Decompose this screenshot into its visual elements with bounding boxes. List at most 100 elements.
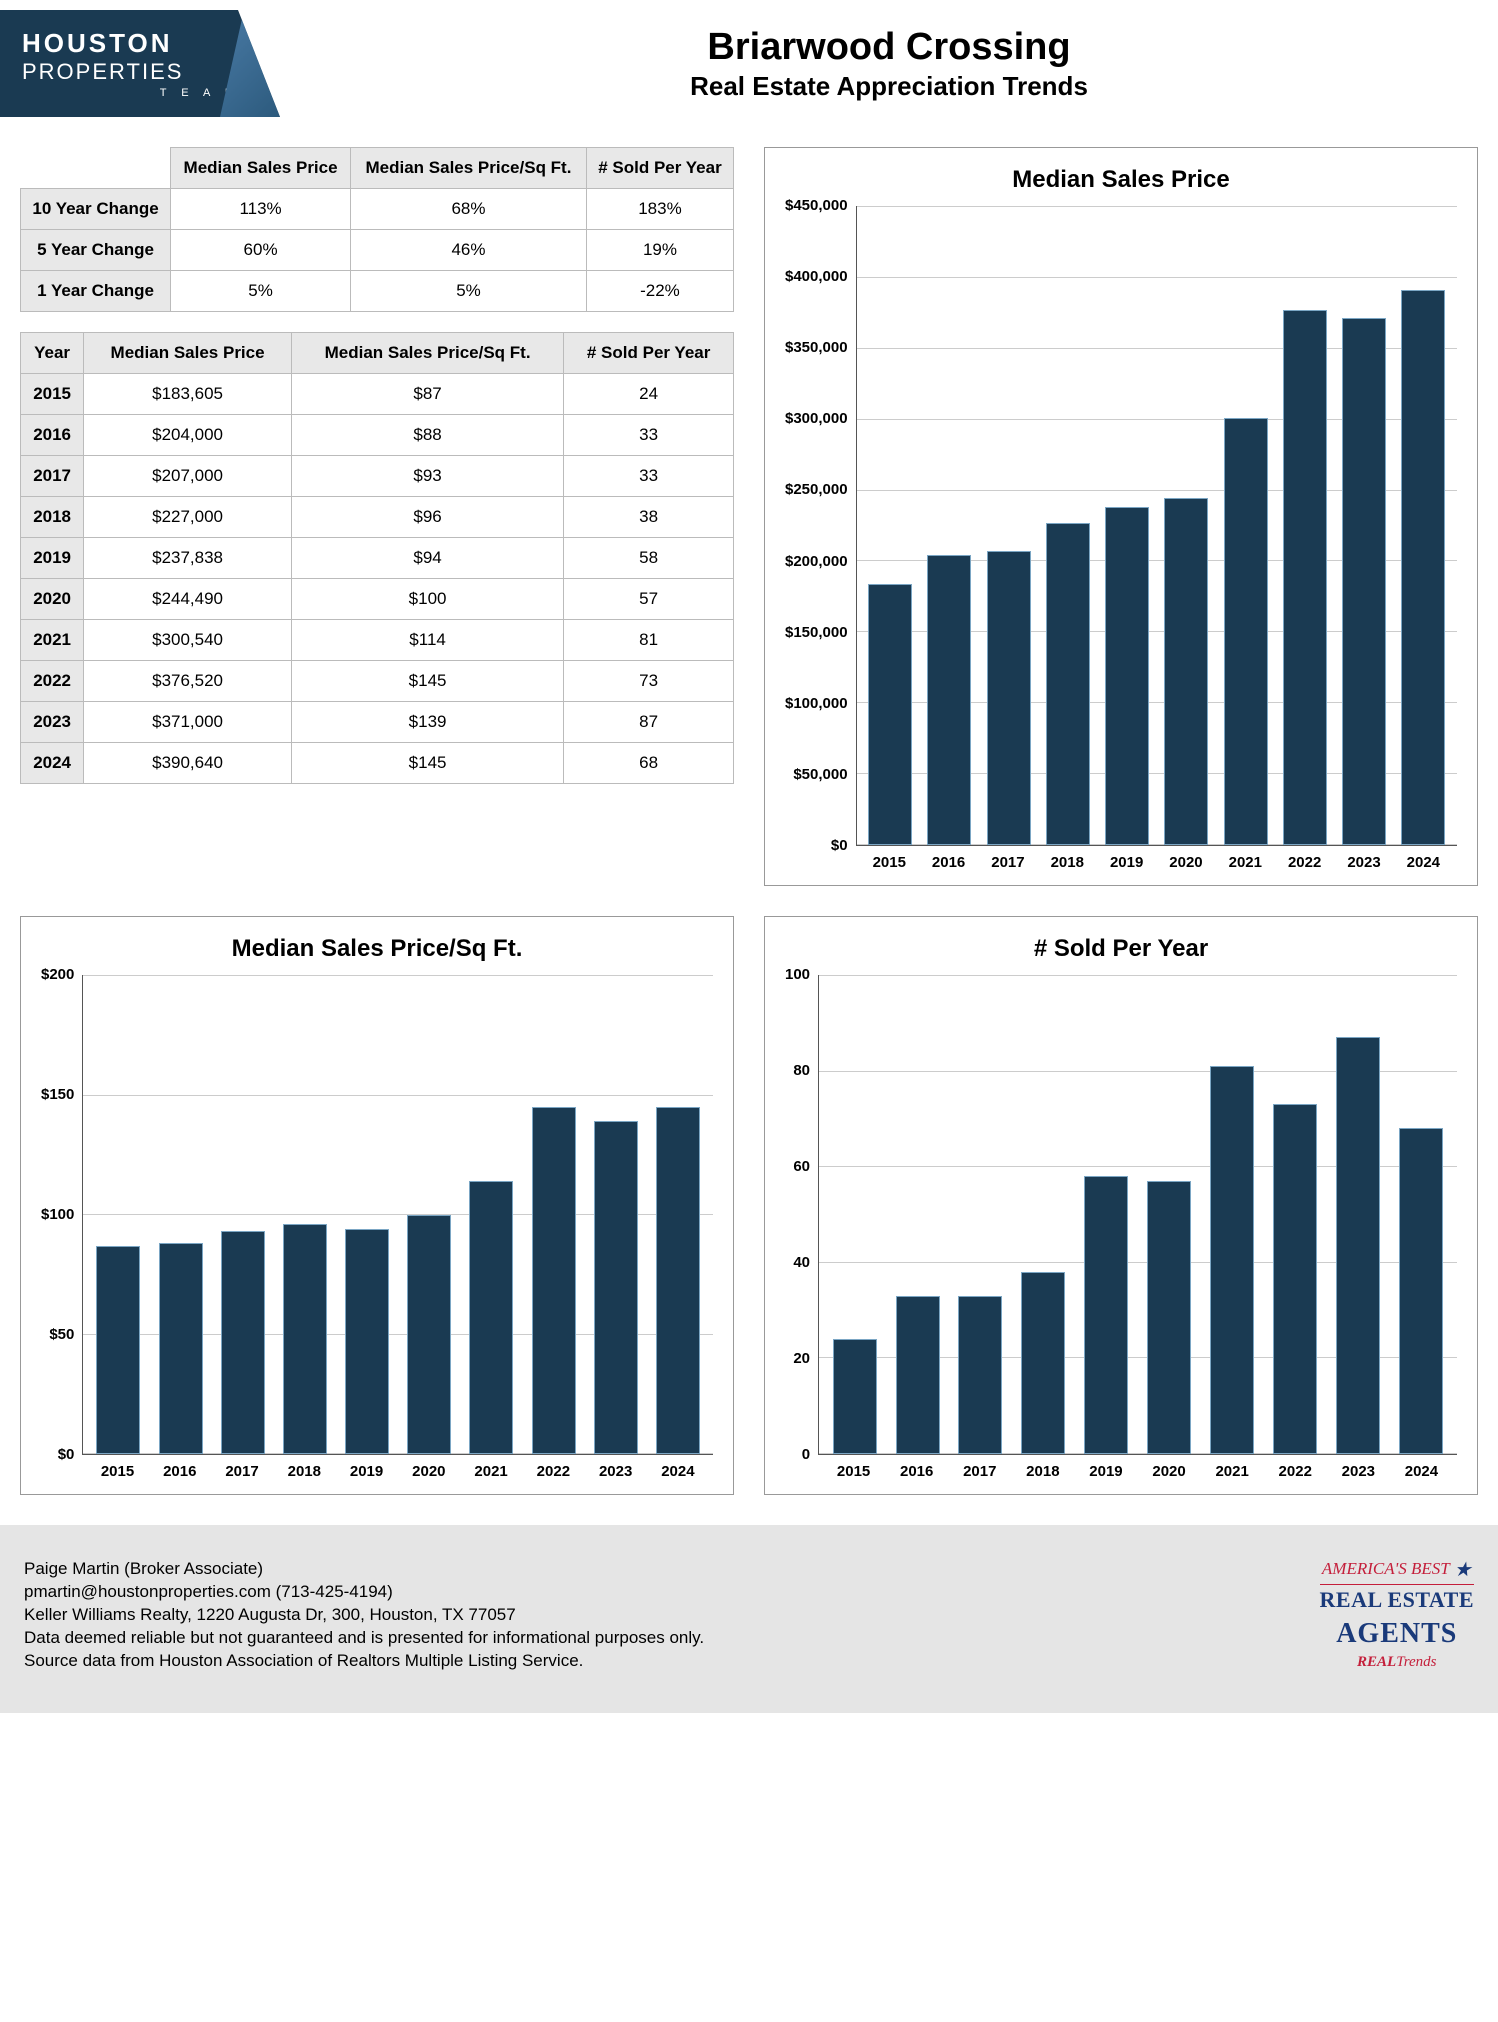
table-row: 2022$376,520$14573 [21, 661, 734, 702]
x-tick-label: 2015 [822, 1463, 885, 1480]
bars [857, 206, 1457, 845]
bar [1046, 523, 1090, 845]
column-header [21, 148, 171, 189]
column-header: # Sold Per Year [564, 333, 734, 374]
table-row: 2017$207,000$9333 [21, 456, 734, 497]
price-chart-box: Median Sales Price $0$50,000$100,000$150… [764, 147, 1478, 886]
table-cell: 57 [564, 579, 734, 620]
table-cell: 87 [564, 702, 734, 743]
sold-chart-box: # Sold Per Year 020406080100201520162017… [764, 916, 1478, 1495]
badge-agents-text: AGENTS [1320, 1615, 1474, 1653]
table-cell: 73 [564, 661, 734, 702]
plot-area [818, 975, 1457, 1455]
row-label: 2024 [21, 743, 84, 784]
x-tick-label: 2017 [211, 1463, 273, 1480]
table-cell: 5% [171, 271, 351, 312]
table-cell: $88 [291, 415, 563, 456]
badge-top-line: AMERICA'S BEST ★ [1320, 1555, 1474, 1585]
column-header: Median Sales Price/Sq Ft. [351, 148, 587, 189]
x-axis: 2015201620172018201920202021202220232024 [856, 846, 1457, 871]
table-row: 2019$237,838$9458 [21, 538, 734, 579]
x-tick-label: 2021 [460, 1463, 522, 1480]
table-cell: 60% [171, 230, 351, 271]
table-cell: -22% [586, 271, 733, 312]
column-header: Median Sales Price/Sq Ft. [291, 333, 563, 374]
x-tick-label: 2019 [335, 1463, 397, 1480]
row-label: 2019 [21, 538, 84, 579]
page-subtitle: Real Estate Appreciation Trends [280, 71, 1498, 102]
table-cell: $94 [291, 538, 563, 579]
badge-mid-text: REAL ESTATE [1320, 1585, 1474, 1615]
chart-title: # Sold Per Year [785, 935, 1457, 963]
bar [1210, 1066, 1254, 1454]
chart-title: Median Sales Price/Sq Ft. [41, 935, 713, 963]
bar [159, 1243, 203, 1454]
table-row: 2020$244,490$10057 [21, 579, 734, 620]
footer-text: Paige Martin (Broker Associate)pmartin@h… [24, 1558, 704, 1673]
footer-line: pmartin@houstonproperties.com (713-425-4… [24, 1581, 704, 1604]
table-row: 2015$183,605$8724 [21, 374, 734, 415]
table-cell: $87 [291, 374, 563, 415]
x-tick-label: 2015 [860, 854, 919, 871]
row-label: 2021 [21, 620, 84, 661]
row-label: 5 Year Change [21, 230, 171, 271]
x-tick-label: 2023 [1327, 1463, 1390, 1480]
x-tick-label: 2024 [647, 1463, 709, 1480]
bar [407, 1215, 451, 1455]
year-table: YearMedian Sales PriceMedian Sales Price… [20, 332, 734, 784]
y-axis: $0$50,000$100,000$150,000$200,000$250,00… [785, 206, 856, 846]
y-axis: $0$50$100$150$200 [41, 975, 82, 1455]
table-row: 5 Year Change60%46%19% [21, 230, 734, 271]
badge-bot-prefix: REAL [1357, 1654, 1396, 1670]
change-table: Median Sales PriceMedian Sales Price/Sq … [20, 147, 734, 312]
table-cell: $114 [291, 620, 563, 661]
table-cell: 33 [564, 415, 734, 456]
column-header: Median Sales Price [171, 148, 351, 189]
bar [1342, 318, 1386, 845]
table-cell: 58 [564, 538, 734, 579]
bar [987, 551, 1031, 845]
bars [83, 975, 713, 1454]
table-cell: $183,605 [84, 374, 292, 415]
header: HOUSTON PROPERTIES T E A M Briarwood Cro… [0, 0, 1498, 137]
bar [345, 1229, 389, 1454]
x-tick-label: 2016 [885, 1463, 948, 1480]
bar [1336, 1037, 1380, 1454]
sqft-chart-box: Median Sales Price/Sq Ft. $0$50$100$150$… [20, 916, 734, 1495]
x-tick-label: 2020 [1138, 1463, 1201, 1480]
x-tick-label: 2021 [1216, 854, 1275, 871]
table-cell: $145 [291, 743, 563, 784]
x-tick-label: 2022 [1264, 1463, 1327, 1480]
logo-team: T E A M [22, 87, 240, 99]
table-cell: $371,000 [84, 702, 292, 743]
bar [594, 1121, 638, 1454]
table-cell: 68% [351, 189, 587, 230]
content-grid: Median Sales PriceMedian Sales Price/Sq … [0, 137, 1498, 1525]
bar [469, 1181, 513, 1454]
bar [656, 1107, 700, 1454]
badge-top-text: AMERICA'S BEST [1322, 1559, 1450, 1578]
sold-chart: 0204060801002015201620172018201920202021… [785, 975, 1457, 1480]
logo-line2: PROPERTIES [22, 59, 240, 85]
x-tick-label: 2020 [1156, 854, 1215, 871]
table-cell: $300,540 [84, 620, 292, 661]
table-row: 10 Year Change113%68%183% [21, 189, 734, 230]
footer-line: Paige Martin (Broker Associate) [24, 1558, 704, 1581]
bar [96, 1246, 140, 1454]
x-tick-label: 2022 [1275, 854, 1334, 871]
bar [833, 1339, 877, 1454]
x-tick-label: 2022 [522, 1463, 584, 1480]
table-cell: 183% [586, 189, 733, 230]
row-label: 1 Year Change [21, 271, 171, 312]
table-cell: $244,490 [84, 579, 292, 620]
row-label: 10 Year Change [21, 189, 171, 230]
price-chart: $0$50,000$100,000$150,000$200,000$250,00… [785, 206, 1457, 871]
table-row: 2018$227,000$9638 [21, 497, 734, 538]
table-cell: 33 [564, 456, 734, 497]
table-cell: 68 [564, 743, 734, 784]
table-cell: $227,000 [84, 497, 292, 538]
row-label: 2016 [21, 415, 84, 456]
x-tick-label: 2019 [1074, 1463, 1137, 1480]
bar [1224, 418, 1268, 845]
bar [1105, 507, 1149, 845]
